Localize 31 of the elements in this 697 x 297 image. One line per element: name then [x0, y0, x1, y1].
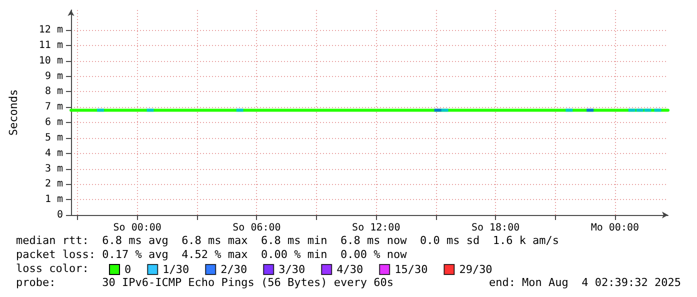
- legend-label: 29/30: [459, 263, 492, 276]
- x-tick-label: Mo 00:00: [590, 222, 640, 234]
- text: probe: 30 IPv6-ICMP Echo Pings (56 Bytes) every 60s: [16, 276, 394, 289]
- text: loss color:: [16, 262, 89, 275]
- x-tick-label: So 12:00: [352, 222, 400, 234]
- text: median rtt: 6.8 ms avg 6.8 ms max 6.8 ms min 6.8 ms now 0.0 ms sd 1.6 k am/s: [16, 234, 560, 247]
- legend-label: 3/30: [278, 263, 306, 276]
- legend-label: 0: [124, 263, 132, 276]
- y-tick-label: 8 m: [44, 86, 63, 98]
- legend-label: 2/30: [220, 263, 248, 276]
- legend-label: 4/30: [336, 263, 364, 276]
- y-tick-label: 11 m: [38, 40, 63, 51]
- text: end: Mon Aug 4 02:39:32 2025: [488, 276, 682, 289]
- y-tick-label: 4 m: [44, 148, 63, 159]
- legend-label: 15/30: [394, 263, 428, 276]
- text: packet loss: 0.17 % avg 4.52 % max 0.00 % min 0.00 % now: [16, 248, 408, 261]
- y-tick-label: 7 m: [44, 102, 63, 113]
- y-tick-label: 10 m: [38, 55, 63, 66]
- y-tick-label: 12 m: [38, 24, 63, 36]
- y-tick-label: 2 m: [44, 178, 63, 190]
- x-tick-label: So 18:00: [471, 222, 520, 234]
- y-tick-label: 0: [56, 210, 63, 220]
- y-tick-label: 6 m: [44, 117, 63, 128]
- y-tick-label: 5 m: [44, 132, 63, 144]
- y-tick-label: 3 m: [44, 163, 63, 174]
- x-tick-label: So 00:00: [113, 222, 162, 234]
- y-tick-label: 1 m: [44, 194, 63, 206]
- legend-label: 1/30: [162, 263, 190, 276]
- y-tick-label: 9 m: [44, 70, 63, 82]
- y-axis-title: Seconds: [7, 89, 20, 136]
- x-tick-label: So 06:00: [232, 222, 281, 234]
